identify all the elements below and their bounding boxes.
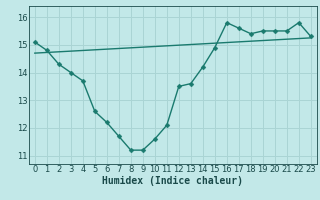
X-axis label: Humidex (Indice chaleur): Humidex (Indice chaleur) bbox=[102, 176, 243, 186]
